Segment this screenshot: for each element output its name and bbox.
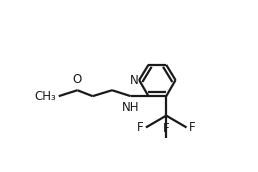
Text: NH: NH (122, 101, 139, 114)
Text: F: F (137, 121, 143, 134)
Text: F: F (163, 122, 170, 135)
Text: CH₃: CH₃ (35, 90, 56, 103)
Text: N: N (130, 74, 138, 87)
Text: O: O (73, 73, 82, 86)
Text: F: F (189, 121, 196, 134)
